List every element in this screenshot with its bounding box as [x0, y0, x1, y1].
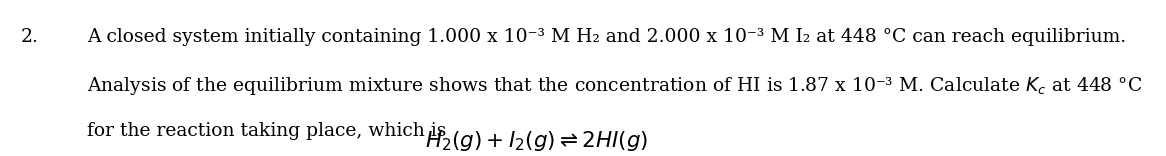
Text: $H_2(g) + I_2(g) \rightleftharpoons 2HI(g)$: $H_2(g) + I_2(g) \rightleftharpoons 2HI(… [424, 129, 648, 153]
Text: 2.: 2. [21, 28, 38, 46]
Text: A closed system initially containing 1.000 x 10⁻³ M H₂ and 2.000 x 10⁻³ M I₂ at : A closed system initially containing 1.0… [87, 28, 1126, 46]
Text: for the reaction taking place, which is: for the reaction taking place, which is [87, 122, 447, 140]
Text: Analysis of the equilibrium mixture shows that the concentration of HI is 1.87 x: Analysis of the equilibrium mixture show… [87, 75, 1143, 97]
